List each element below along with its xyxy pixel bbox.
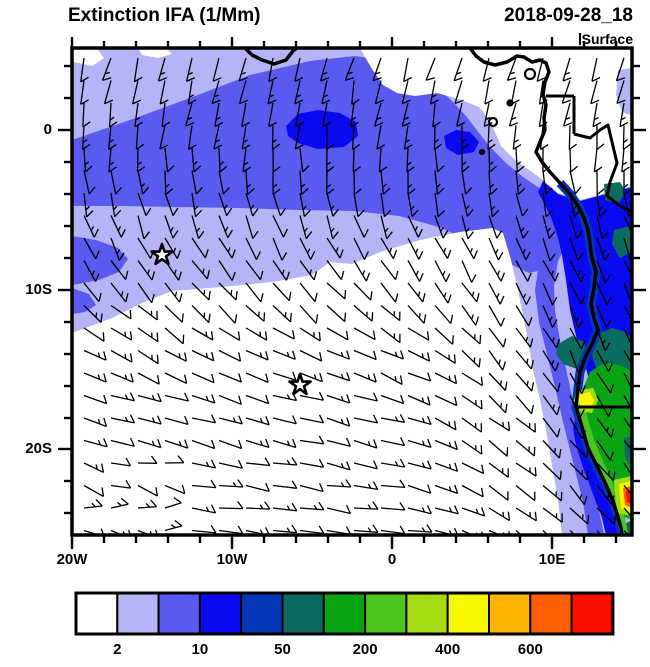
colorbar-cell-11 — [529, 592, 573, 635]
colorbar-label-2: 2 — [113, 641, 122, 658]
colorbar-cell-7 — [364, 592, 408, 635]
axis-ticks — [58, 37, 646, 549]
colorbar-label-200: 200 — [352, 641, 378, 658]
colorbar-cell-9 — [446, 592, 491, 635]
contour-region-clear-fleck-nw2 — [138, 48, 172, 58]
island-annobon — [478, 148, 486, 156]
colorbar-cell-3 — [198, 592, 243, 635]
level-label-wrap: Surface — [578, 31, 633, 47]
colorbar — [74, 591, 615, 636]
y-axis-label-10S: 10S — [25, 281, 52, 298]
island-sao-tome — [487, 116, 499, 128]
colorbar-label-10: 10 — [191, 641, 209, 658]
x-axis-label-10E: 10E — [538, 551, 566, 568]
contour-region-purple-patch-west2 — [72, 288, 96, 314]
contour-region-clear-region-south — [72, 228, 562, 535]
page-title: Extinction IFA (1/Mm) — [68, 5, 261, 26]
colorbar-cell-0 — [75, 592, 119, 635]
x-axis-label-10W: 10W — [216, 551, 248, 568]
island-principe — [506, 99, 514, 107]
map-field — [72, 48, 632, 535]
colorbar-cell-2 — [157, 592, 201, 635]
colorbar-label-50: 50 — [274, 641, 291, 658]
contour-region-top-yellow-spot-cunene — [578, 392, 594, 409]
gulf-of-guinea-coast-coastline — [243, 48, 299, 66]
colorbar-cell-10 — [488, 592, 532, 635]
level-label: Surface — [581, 31, 633, 47]
colorbar-cell-8 — [405, 592, 449, 635]
valid-datetime: 2018-09-28_18 — [504, 5, 633, 26]
y-axis-label-0: 0 — [43, 121, 52, 138]
contour-region-purple-band-north — [72, 56, 567, 273]
colorbar-cell-5 — [281, 592, 325, 635]
island-bioko — [523, 67, 537, 81]
colorbar-outline — [74, 591, 615, 636]
west-africa-coast-coastline — [468, 48, 624, 535]
colorbar-cell-4 — [240, 592, 284, 635]
contour-region-blue-blob-north-center — [286, 110, 358, 149]
x-axis-label-0: 0 — [387, 551, 397, 568]
stroke-brightgreen-coastal-strip — [577, 407, 628, 534]
star-marker-1 — [150, 242, 174, 266]
star-marker-2 — [288, 372, 312, 396]
contour-region-teal-edge-south1 — [624, 436, 632, 468]
border-congo-drc — [573, 123, 632, 214]
contour-region-purple-patch-west1 — [72, 236, 128, 285]
colorbar-cell-6 — [322, 592, 367, 635]
contour-region-purple-band-coast — [535, 232, 604, 535]
colorbar-label-400: 400 — [435, 641, 461, 658]
wind-barb-layer — [80, 57, 632, 535]
colorbar-label-600: 600 — [517, 641, 543, 658]
y-axis-label-20S: 20S — [25, 440, 52, 457]
colorbar-cell-12 — [570, 592, 614, 635]
level-tick-bar — [578, 33, 581, 45]
x-axis-label-20W: 20W — [56, 551, 88, 568]
contour-region-clear-fleck-nw1 — [72, 48, 104, 66]
colorbar-cell-1 — [116, 592, 160, 635]
map-frame — [70, 46, 634, 537]
